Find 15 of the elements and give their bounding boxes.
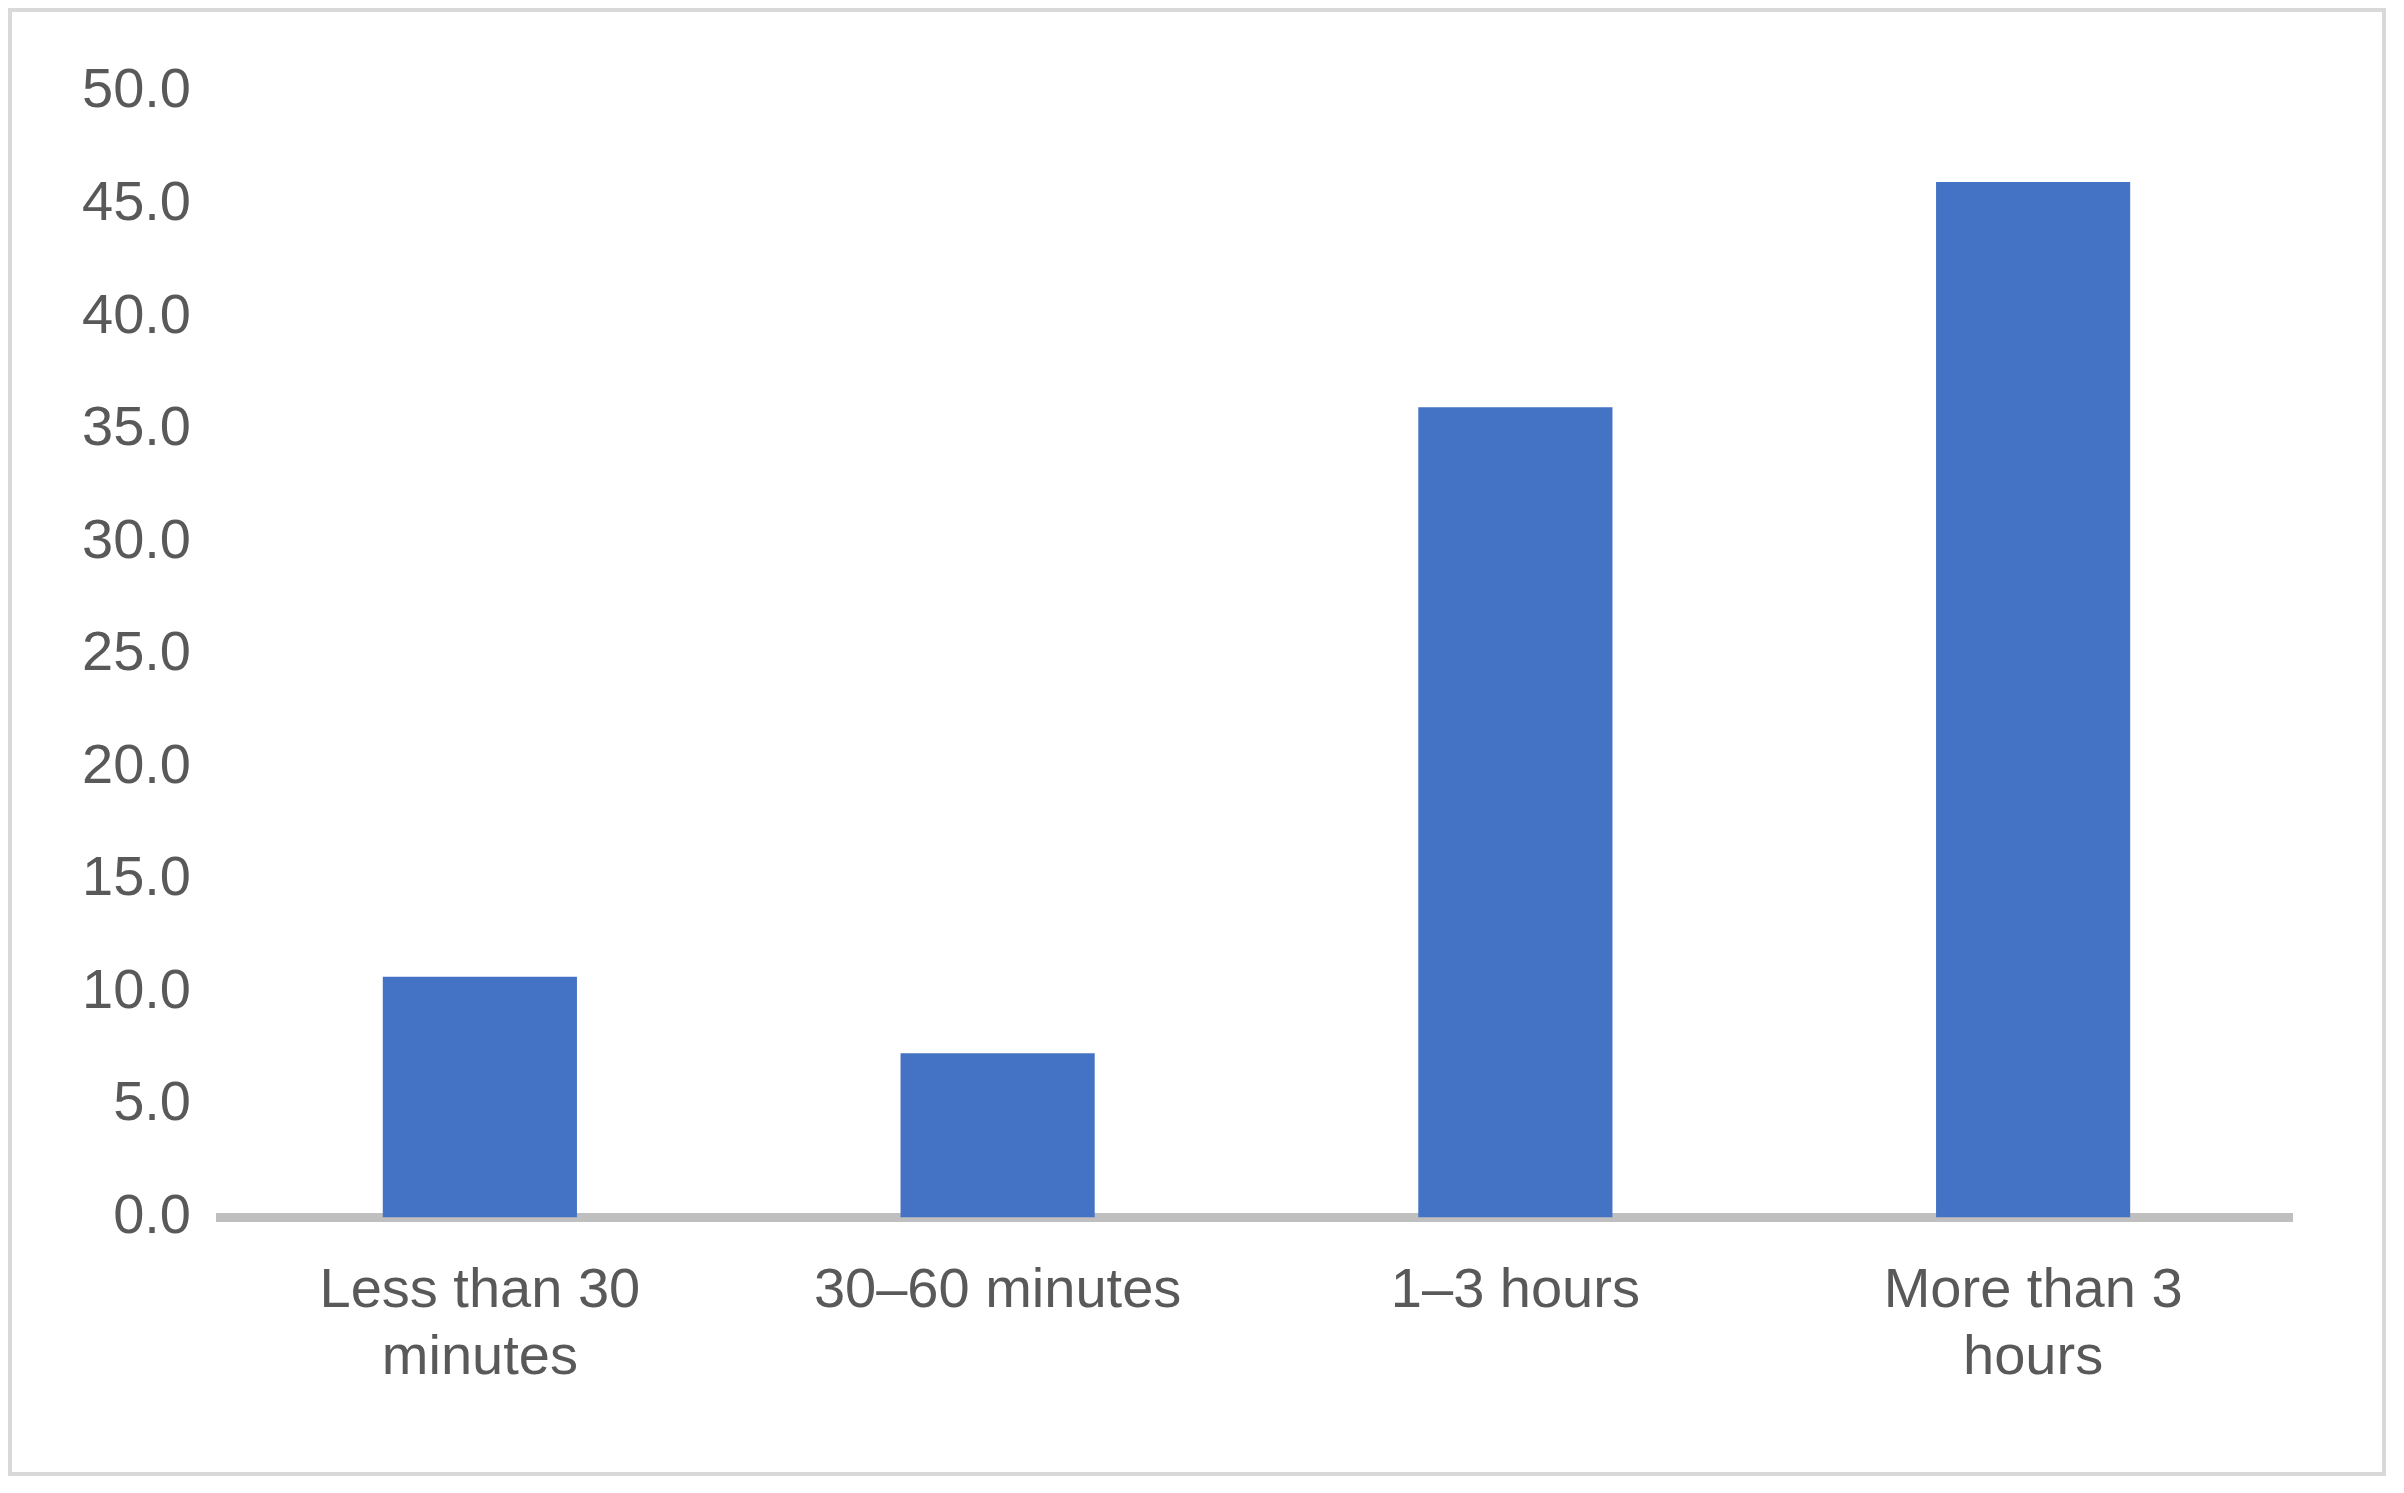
y-tick-label: 45.0: [81, 169, 191, 232]
y-tick-label: 0.0: [113, 1182, 191, 1246]
y-tick-label: 50.0: [81, 56, 191, 120]
y-tick-label: 40.0: [81, 281, 191, 345]
y-tick-label: 30.0: [81, 506, 191, 570]
y-tick-label: 10.0: [81, 956, 191, 1020]
y-tick-label: 20.0: [81, 731, 191, 795]
x-tick-label: 1–3 hours: [1390, 1255, 1640, 1319]
y-tick-label: 25.0: [81, 619, 191, 683]
y-tick-label: 15.0: [81, 844, 191, 908]
x-tick-label: More than 3 hours: [1883, 1255, 2183, 1386]
x-tick-label: Less than 30 minutes: [319, 1255, 641, 1386]
y-tick-label: 5.0: [113, 1069, 191, 1133]
y-tick-label: 35.0: [81, 394, 191, 458]
x-tick-label: 30–60 minutes: [813, 1255, 1182, 1319]
